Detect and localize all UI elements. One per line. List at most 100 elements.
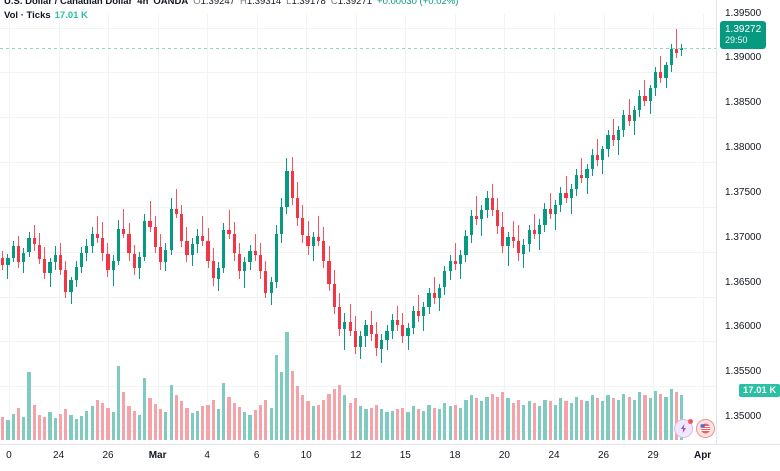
symbol-name[interactable]: U.S. Dollar / Canadian Dollar <box>4 0 133 7</box>
volume-bar <box>22 416 26 440</box>
candle-body <box>274 233 279 283</box>
volume-bar <box>538 406 542 440</box>
candle-body <box>390 319 394 331</box>
volume-bar <box>516 399 521 440</box>
candle-body <box>69 280 73 293</box>
candle-body <box>406 327 410 336</box>
candle-body <box>490 197 494 211</box>
volume-bar <box>111 412 115 440</box>
grid-line-horizontal <box>0 162 716 163</box>
grid-line-horizontal <box>0 431 716 432</box>
candle-body <box>664 65 668 78</box>
candle-body <box>174 208 178 214</box>
volume-bar <box>648 398 652 440</box>
candle-wick <box>597 138 598 166</box>
candle-body <box>195 235 200 244</box>
candle-body <box>11 246 15 258</box>
candle-wick <box>628 99 630 127</box>
legend-symbol-row: U.S. Dollar / Canadian Dollar 4h OANDA O… <box>4 0 458 7</box>
ohlc-close: C1.39271 <box>330 0 373 7</box>
volume-bar <box>301 395 305 440</box>
candle-body <box>306 235 310 247</box>
candle-wick <box>175 188 177 218</box>
candle-body <box>301 217 305 236</box>
candle-body <box>569 188 573 198</box>
candle-body <box>538 224 542 234</box>
volume-bar <box>185 407 189 440</box>
candle-body <box>58 255 63 270</box>
us-flag-icon[interactable] <box>697 420 714 437</box>
volume-bar <box>569 403 573 440</box>
volume-bar <box>532 403 536 440</box>
volume-bar <box>611 398 615 440</box>
volume-bar <box>11 413 15 440</box>
candle-wick <box>433 276 435 304</box>
candle-body <box>527 230 531 245</box>
volume-bar <box>264 399 268 440</box>
volume-bar <box>427 404 431 440</box>
candle-body <box>611 135 615 141</box>
volume-bar <box>448 406 452 440</box>
candle-body <box>169 208 173 250</box>
volume-title[interactable]: Vol · Ticks <box>4 9 51 21</box>
time-axis-label: Mar <box>148 450 167 461</box>
candle-wick <box>112 255 114 286</box>
volume-bar <box>180 401 184 440</box>
ohlc-open: O1.39247 <box>193 0 235 7</box>
volume-bar <box>353 398 357 440</box>
volume-bar <box>459 407 463 440</box>
candle-body <box>27 238 31 253</box>
candle-body <box>122 229 126 234</box>
grid-line-horizontal <box>0 117 716 119</box>
volume-bar <box>74 419 78 440</box>
volume-bar <box>590 395 594 440</box>
volume-bar <box>364 409 368 440</box>
plot-area[interactable] <box>0 14 716 440</box>
candle-body <box>211 260 215 279</box>
chart-markers <box>675 419 714 437</box>
legend-volume-row: Vol · Ticks 17.01 K <box>4 9 458 21</box>
volume-bar <box>395 409 400 440</box>
price-axis-label: 1.36500 <box>725 276 762 288</box>
volume-bar <box>174 395 178 440</box>
candle-body <box>32 238 36 245</box>
candle-body <box>48 262 52 274</box>
candle-body <box>411 310 415 328</box>
candle-wick <box>512 221 514 249</box>
candle-wick <box>539 219 541 250</box>
candle-wick <box>565 176 567 204</box>
candle-body <box>385 330 389 340</box>
ohlc-high: H1.39314 <box>239 0 282 7</box>
candle-body <box>574 174 579 189</box>
candle-body <box>64 269 68 292</box>
volume-bar <box>322 399 326 440</box>
time-axis[interactable]: 0 24 26 Mar 4 6 10 12 15 18 20 24 26 29 Apr <box>0 444 780 471</box>
candle-wick <box>660 56 662 84</box>
price-axis-label: 1.38000 <box>725 142 762 153</box>
volume-bar <box>316 404 321 440</box>
candle-body <box>622 115 626 130</box>
candle-body <box>158 247 163 263</box>
volume-bar <box>85 410 89 440</box>
candle-body <box>216 267 221 279</box>
candle-wick <box>644 79 646 107</box>
candle-body <box>443 271 447 288</box>
grid-line-vertical <box>8 14 10 440</box>
time-axis-label: 6 <box>253 450 260 461</box>
interval-label[interactable]: 4h <box>137 0 149 7</box>
volume-bar <box>153 403 157 440</box>
candle-body <box>380 339 384 349</box>
current-price-value: 1.39272 <box>725 23 762 35</box>
volume-bar <box>485 396 489 440</box>
candle-body <box>627 115 631 121</box>
candle-body <box>6 257 10 266</box>
volume-bar <box>122 392 126 440</box>
candle-wick <box>149 201 151 232</box>
lightning-bolt-icon[interactable] <box>675 419 693 437</box>
candle-body <box>480 210 484 220</box>
price-axis[interactable]: 1.39500 1.39000 1.38500 1.38000 1.37500 1.370… <box>716 0 780 444</box>
candle-wick <box>397 305 398 331</box>
candle-wick <box>533 214 535 240</box>
volume-bar <box>232 403 236 440</box>
volume-bar <box>464 399 468 440</box>
